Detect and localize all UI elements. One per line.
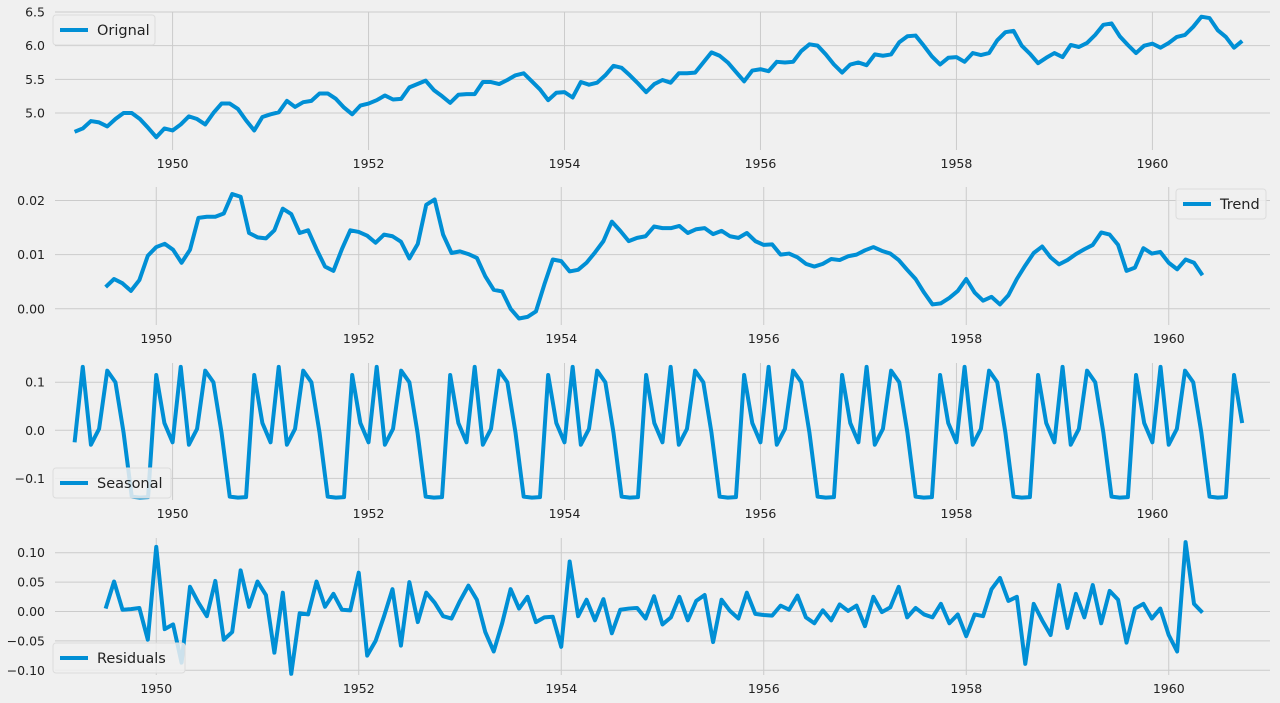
series-line-seasonal	[72, 364, 1245, 500]
x-tick-label: 1960	[1153, 681, 1185, 696]
y-tick-label: 0.0	[25, 423, 45, 438]
grid	[55, 187, 1270, 325]
x-tick-label: 1952	[343, 681, 375, 696]
y-tick-label: 6.5	[25, 5, 45, 20]
x-tick-label: 1956	[748, 681, 780, 696]
x-tick-label: 1954	[549, 156, 581, 171]
y-tick-label: −0.10	[7, 663, 45, 678]
y-tick-label: 0.00	[17, 604, 45, 619]
y-tick-label: 0.10	[17, 545, 45, 560]
grid	[55, 538, 1270, 675]
x-tick-label: 1958	[950, 331, 982, 346]
legend: Residuals	[52, 642, 186, 674]
original-panel: 1950 1952 1954 1956 1958 1960 5.0 5.5 6.0 6.5 Orig…	[25, 5, 1270, 171]
x-tick-label: 1954	[545, 681, 577, 696]
residuals-panel: 1950 1952 1954 1956 1958 1960 −0.10 −0.05 0.00 0.…	[7, 538, 1270, 696]
y-tick-label: 0.01	[17, 247, 45, 262]
legend-label: Orignal	[97, 23, 150, 39]
series-line-orignal	[73, 14, 1244, 140]
x-tick-label: 1960	[1137, 156, 1169, 171]
x-tick-label: 1958	[941, 506, 973, 521]
x-tick-label: 1950	[140, 681, 172, 696]
x-tick-label: 1958	[950, 681, 982, 696]
legend-box	[52, 642, 186, 674]
x-tick-label: 1956	[745, 156, 777, 171]
legend-label: Trend	[1219, 197, 1260, 213]
trend-panel: 1950 1952 1954 1956 1958 1960 0.00 0.01 0.02 Tren…	[17, 187, 1270, 346]
x-tick-label: 1956	[745, 506, 777, 521]
x-tick-label: 1952	[343, 331, 375, 346]
series-line-trend	[104, 192, 1205, 321]
y-tick-label: −0.05	[7, 633, 45, 648]
legend: Seasonal	[52, 467, 172, 499]
y-tick-label: 0.1	[25, 375, 45, 390]
x-tick-label: 1960	[1153, 331, 1185, 346]
legend-box	[52, 14, 156, 46]
legend-box	[52, 467, 172, 499]
x-tick-label: 1952	[353, 506, 385, 521]
x-tick-label: 1950	[140, 331, 172, 346]
seasonal-panel: 1950 1952 1954 1956 1958 1960 −0.1 0.0 0.1 Season…	[15, 363, 1270, 521]
x-tick-label: 1954	[549, 506, 581, 521]
x-tick-label: 1952	[353, 156, 385, 171]
x-tick-label: 1956	[748, 331, 780, 346]
y-tick-label: −0.1	[15, 471, 45, 486]
x-tick-label: 1950	[157, 506, 189, 521]
y-tick-label: 5.0	[25, 105, 45, 120]
legend-label: Seasonal	[97, 476, 163, 492]
y-tick-label: 0.02	[17, 193, 45, 208]
grid	[55, 11, 1270, 150]
legend: Orignal	[52, 14, 156, 46]
legend-label: Residuals	[97, 651, 166, 667]
y-tick-label: 5.5	[25, 72, 45, 87]
y-tick-label: 6.0	[25, 38, 45, 53]
legend: Trend	[1175, 188, 1267, 220]
series-line-residuals	[103, 540, 1204, 676]
legend-box	[1175, 188, 1267, 220]
y-tick-label: 0.00	[17, 301, 45, 316]
x-tick-label: 1954	[545, 331, 577, 346]
y-tick-label: 0.05	[17, 575, 45, 590]
x-tick-label: 1960	[1137, 506, 1169, 521]
x-tick-label: 1958	[941, 156, 973, 171]
x-tick-label: 1950	[157, 156, 189, 171]
